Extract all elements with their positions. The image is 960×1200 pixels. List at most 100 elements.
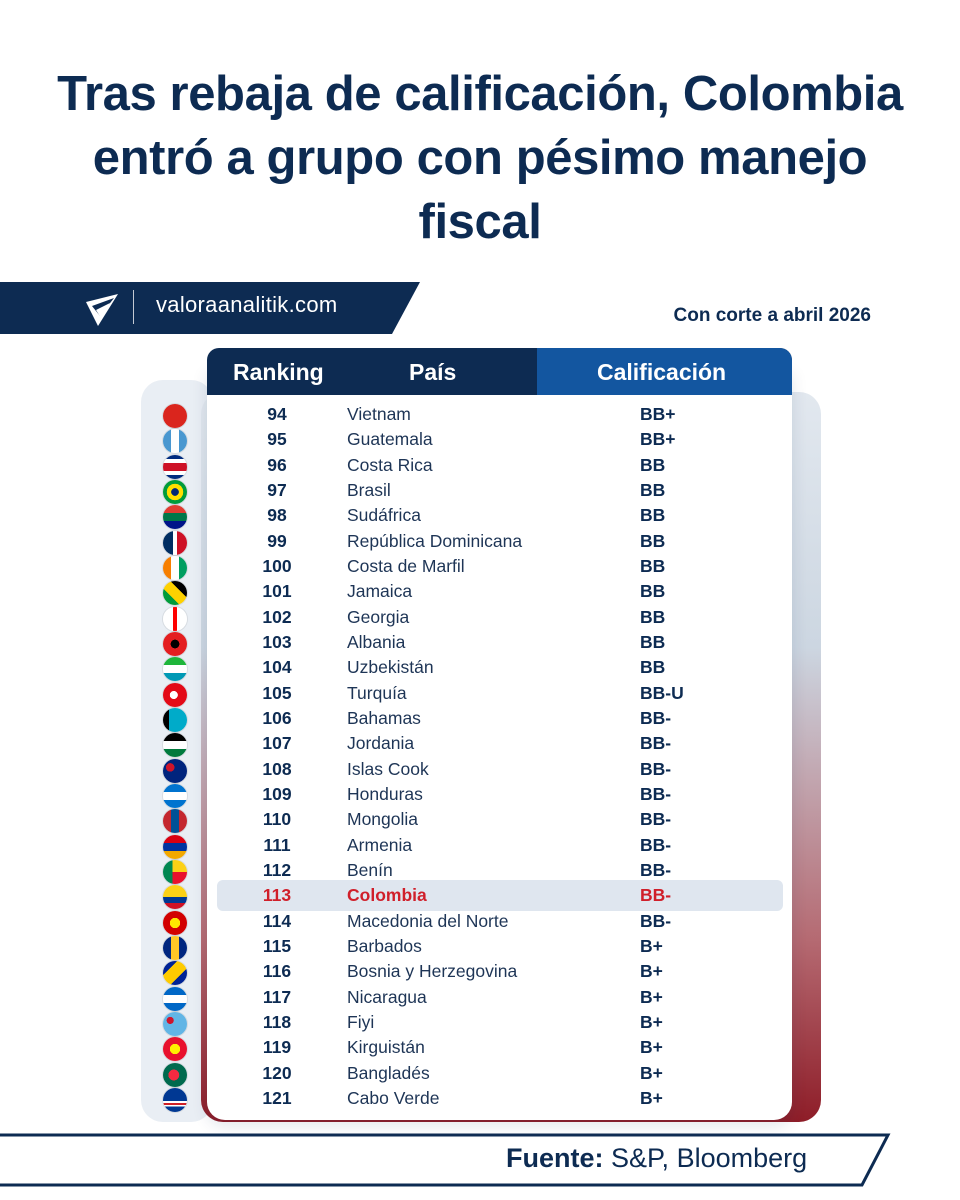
brand-banner (0, 282, 420, 334)
bangladesh-flag-icon (163, 1062, 187, 1087)
table-row: 111 Armenia BB- (0, 832, 960, 859)
row-country: Nicaragua (347, 986, 427, 1007)
table-row: 102 Georgia BB (0, 604, 960, 631)
row-country: Costa de Marfil (347, 555, 465, 576)
row-rank: 121 (262, 1087, 292, 1108)
row-country: República Dominicana (347, 530, 523, 551)
row-rank: 118 (262, 1011, 292, 1032)
row-rank: 114 (262, 910, 292, 931)
row-rank: 101 (262, 581, 292, 602)
table-row: 96 Costa Rica BB (0, 452, 960, 479)
table-row: 97 Brasil BB (0, 477, 960, 504)
footer-frame (0, 1133, 891, 1187)
bosnia-flag-icon (163, 961, 187, 986)
row-rating: B+ (640, 1087, 663, 1108)
row-rank: 104 (262, 657, 292, 678)
table-row: 120 Bangladés B+ (0, 1060, 960, 1087)
row-rating: BB- (640, 733, 672, 754)
costa-rica-flag-icon (163, 454, 187, 479)
row-rating: BB- (640, 885, 672, 906)
row-rank: 109 (262, 783, 292, 804)
row-country: Mongolia (347, 809, 419, 830)
header-ranking: Ranking (233, 359, 324, 385)
jamaica-flag-icon (163, 581, 187, 606)
header-accent (537, 348, 792, 395)
row-rating: BB (640, 454, 666, 475)
row-rating: BB- (640, 758, 672, 779)
row-rating: BB (640, 555, 666, 576)
table-row: 113 Colombia BB- (0, 882, 960, 910)
row-country: Bangladés (347, 1062, 430, 1083)
row-rank: 103 (262, 631, 292, 652)
row-rank: 105 (262, 682, 292, 703)
header-rating: Calificación (597, 359, 727, 385)
row-rank: 94 (267, 404, 287, 424)
header-country: País (409, 359, 457, 385)
table-row: 115 Barbados B+ (0, 933, 960, 960)
row-rank: 115 (262, 935, 292, 956)
north-macedonia-flag-icon (163, 910, 187, 935)
row-country: Guatemala (347, 429, 433, 450)
row-country: Bosnia y Herzegovina (347, 961, 518, 982)
row-rating: B+ (640, 1037, 663, 1058)
table-row: 112 Benín BB- (0, 857, 960, 884)
row-country: Armenia (347, 834, 413, 855)
kyrgyzstan-flag-icon (163, 1037, 187, 1062)
row-rating: BB+ (640, 404, 676, 424)
row-rank: 116 (262, 961, 292, 982)
row-rank: 98 (267, 505, 287, 526)
row-rating: BB- (640, 910, 672, 931)
row-country: Georgia (347, 606, 410, 627)
fiji-flag-icon (163, 1011, 187, 1036)
brand-site-link[interactable]: valoraanalitik.com (156, 292, 338, 317)
row-rank: 107 (262, 733, 292, 754)
row-country: Barbados (347, 935, 422, 956)
row-country: Turquía (347, 682, 407, 703)
honduras-flag-icon (163, 783, 187, 808)
table-row: 95 Guatemala BB+ (0, 426, 960, 454)
source-footer: Fuente: S&P, Bloomberg (506, 1143, 807, 1174)
georgia-flag-icon (163, 606, 187, 631)
bahamas-flag-icon (163, 707, 187, 732)
row-rank: 95 (267, 429, 287, 450)
cape-verde-flag-icon (163, 1087, 187, 1112)
table-row: 118 Fiyi B+ (0, 1009, 960, 1036)
row-rank: 119 (262, 1037, 292, 1058)
nicaragua-flag-icon (163, 986, 187, 1011)
row-rank: 111 (263, 834, 291, 855)
row-country: Honduras (347, 783, 423, 804)
vietnam-flag-icon (163, 404, 187, 428)
row-country: Macedonia del Norte (347, 910, 509, 931)
row-rating: BB- (640, 809, 672, 830)
page-title: Tras rebaja de calificación, Colombia en… (57, 67, 903, 249)
table-row: 108 Islas Cook BB- (0, 756, 960, 783)
row-rating: BB- (640, 707, 672, 728)
ranking-table-panel (207, 368, 792, 1120)
source-label: Fuente: (506, 1143, 604, 1173)
table-row: 109 Honduras BB- (0, 781, 960, 808)
table-row: 119 Kirguistán B+ (0, 1034, 960, 1062)
row-country: Fiyi (347, 1011, 375, 1032)
row-rank: 96 (267, 454, 287, 475)
guatemala-flag-icon (163, 429, 187, 454)
row-country: Albania (347, 631, 406, 652)
row-country: Brasil (347, 479, 391, 500)
row-country: Bahamas (347, 707, 421, 728)
row-rank: 113 (262, 885, 292, 906)
row-rank: 117 (262, 986, 292, 1007)
uzbekistan-flag-icon (163, 657, 187, 682)
row-rating: BB (640, 606, 666, 627)
table-header: Ranking País Calificación (207, 348, 792, 395)
armenia-flag-icon (163, 834, 187, 859)
row-country: Islas Cook (347, 758, 429, 779)
turkey-flag-icon (163, 682, 187, 707)
row-rating: BB (640, 631, 666, 652)
barbados-flag-icon (163, 935, 187, 960)
table-row: 114 Macedonia del Norte BB- (0, 908, 960, 935)
row-rating: BB (640, 657, 666, 678)
dominican-republic-flag-icon (163, 530, 187, 555)
cutoff-date: Con corte a abril 2026 (673, 305, 871, 326)
row-rating: B+ (640, 935, 663, 956)
row-country: Colombia (347, 885, 427, 906)
table-row: 94 Vietnam BB+ (0, 401, 960, 428)
